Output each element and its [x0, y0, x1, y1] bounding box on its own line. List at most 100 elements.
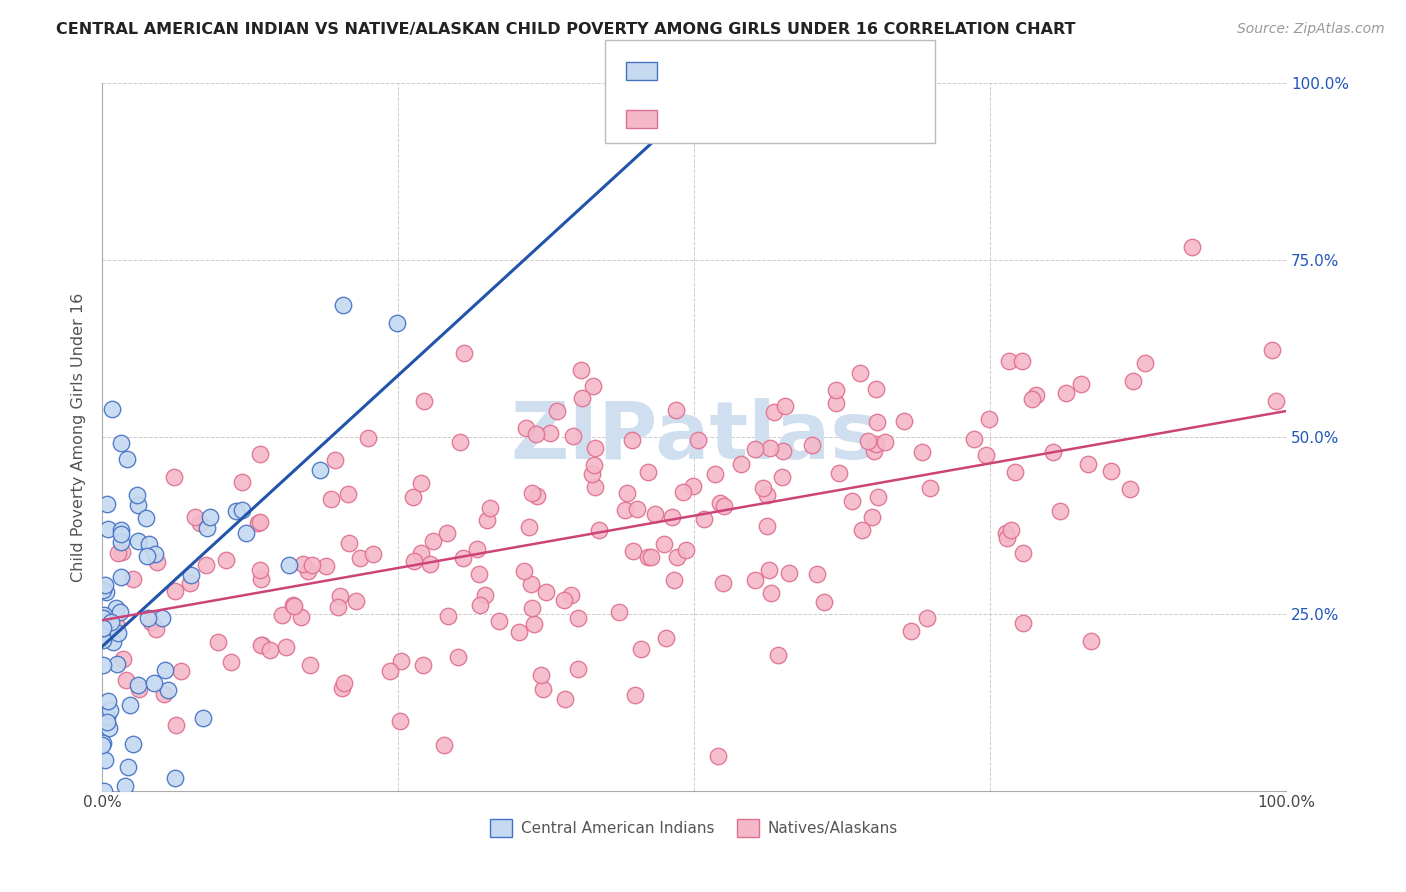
- Point: [110, 570, 132, 584]
- Point: [246, 516, 269, 530]
- Point: [235, 525, 257, 540]
- Point: [1021, 392, 1043, 406]
- Point: [662, 573, 685, 587]
- Point: [336, 486, 359, 500]
- Point: [121, 573, 143, 587]
- Point: [583, 480, 606, 494]
- Point: [215, 553, 238, 567]
- Point: [475, 513, 498, 527]
- Point: [96, 715, 118, 730]
- Point: [1000, 523, 1022, 537]
- Point: [98, 721, 121, 735]
- Point: [531, 681, 554, 696]
- Point: [665, 403, 688, 417]
- Point: [91, 611, 114, 625]
- Point: [655, 631, 678, 645]
- Point: [145, 623, 167, 637]
- Point: [860, 509, 883, 524]
- Point: [813, 595, 835, 609]
- Point: [283, 599, 305, 613]
- Point: [250, 572, 273, 586]
- Point: [105, 617, 128, 632]
- Point: [851, 523, 873, 537]
- Point: [249, 447, 271, 461]
- Point: [875, 434, 897, 449]
- Text: R = 0.565: R = 0.565: [668, 110, 751, 128]
- Point: [104, 601, 127, 615]
- Point: [848, 367, 870, 381]
- Point: [170, 664, 193, 678]
- Point: [626, 501, 648, 516]
- Point: [582, 379, 605, 393]
- Point: [995, 526, 1018, 541]
- Point: [91, 621, 114, 635]
- Point: [107, 546, 129, 560]
- Point: [744, 442, 766, 457]
- Point: [623, 543, 645, 558]
- Point: [567, 662, 589, 676]
- Point: [191, 711, 214, 725]
- Point: [772, 443, 794, 458]
- Point: [640, 550, 662, 565]
- Point: [91, 632, 114, 647]
- Point: [402, 491, 425, 505]
- Point: [329, 590, 352, 604]
- Point: [330, 681, 353, 696]
- Point: [963, 433, 986, 447]
- Point: [145, 555, 167, 569]
- Point: [447, 649, 470, 664]
- Point: [361, 547, 384, 561]
- Point: [433, 738, 456, 752]
- Point: [554, 691, 576, 706]
- Point: [801, 438, 824, 452]
- Point: [865, 383, 887, 397]
- Point: [180, 567, 202, 582]
- Point: [513, 564, 536, 578]
- Point: [675, 543, 697, 558]
- Point: [637, 465, 659, 479]
- Point: [250, 638, 273, 652]
- Point: [920, 481, 942, 495]
- Point: [153, 663, 176, 677]
- Point: [581, 467, 603, 481]
- Point: [332, 297, 354, 311]
- Point: [97, 522, 120, 536]
- Point: [766, 648, 789, 662]
- Point: [1099, 464, 1122, 478]
- Legend: Central American Indians, Natives/Alaskans: Central American Indians, Natives/Alaska…: [484, 814, 904, 843]
- Point: [567, 610, 589, 624]
- Point: [135, 511, 157, 525]
- Point: [219, 655, 242, 669]
- Point: [465, 542, 488, 557]
- Point: [249, 639, 271, 653]
- Point: [553, 593, 575, 607]
- Point: [165, 717, 187, 731]
- Point: [101, 635, 124, 649]
- Text: N = 198: N = 198: [783, 110, 858, 128]
- Point: [520, 577, 543, 591]
- Point: [198, 510, 221, 524]
- Point: [751, 481, 773, 495]
- Point: [713, 499, 735, 513]
- Point: [474, 588, 496, 602]
- Point: [522, 486, 544, 500]
- Point: [249, 563, 271, 577]
- Point: [163, 469, 186, 483]
- Point: [97, 694, 120, 708]
- Point: [1054, 385, 1077, 400]
- Point: [436, 525, 458, 540]
- Point: [231, 475, 253, 489]
- Point: [323, 453, 346, 467]
- Point: [94, 577, 117, 591]
- Point: [389, 714, 412, 728]
- Point: [616, 486, 638, 500]
- Point: [290, 609, 312, 624]
- Point: [111, 545, 134, 559]
- Point: [110, 523, 132, 537]
- Point: [759, 586, 782, 600]
- Point: [546, 404, 568, 418]
- Point: [195, 521, 218, 535]
- Point: [135, 549, 157, 563]
- Point: [91, 621, 114, 635]
- Point: [1080, 634, 1102, 648]
